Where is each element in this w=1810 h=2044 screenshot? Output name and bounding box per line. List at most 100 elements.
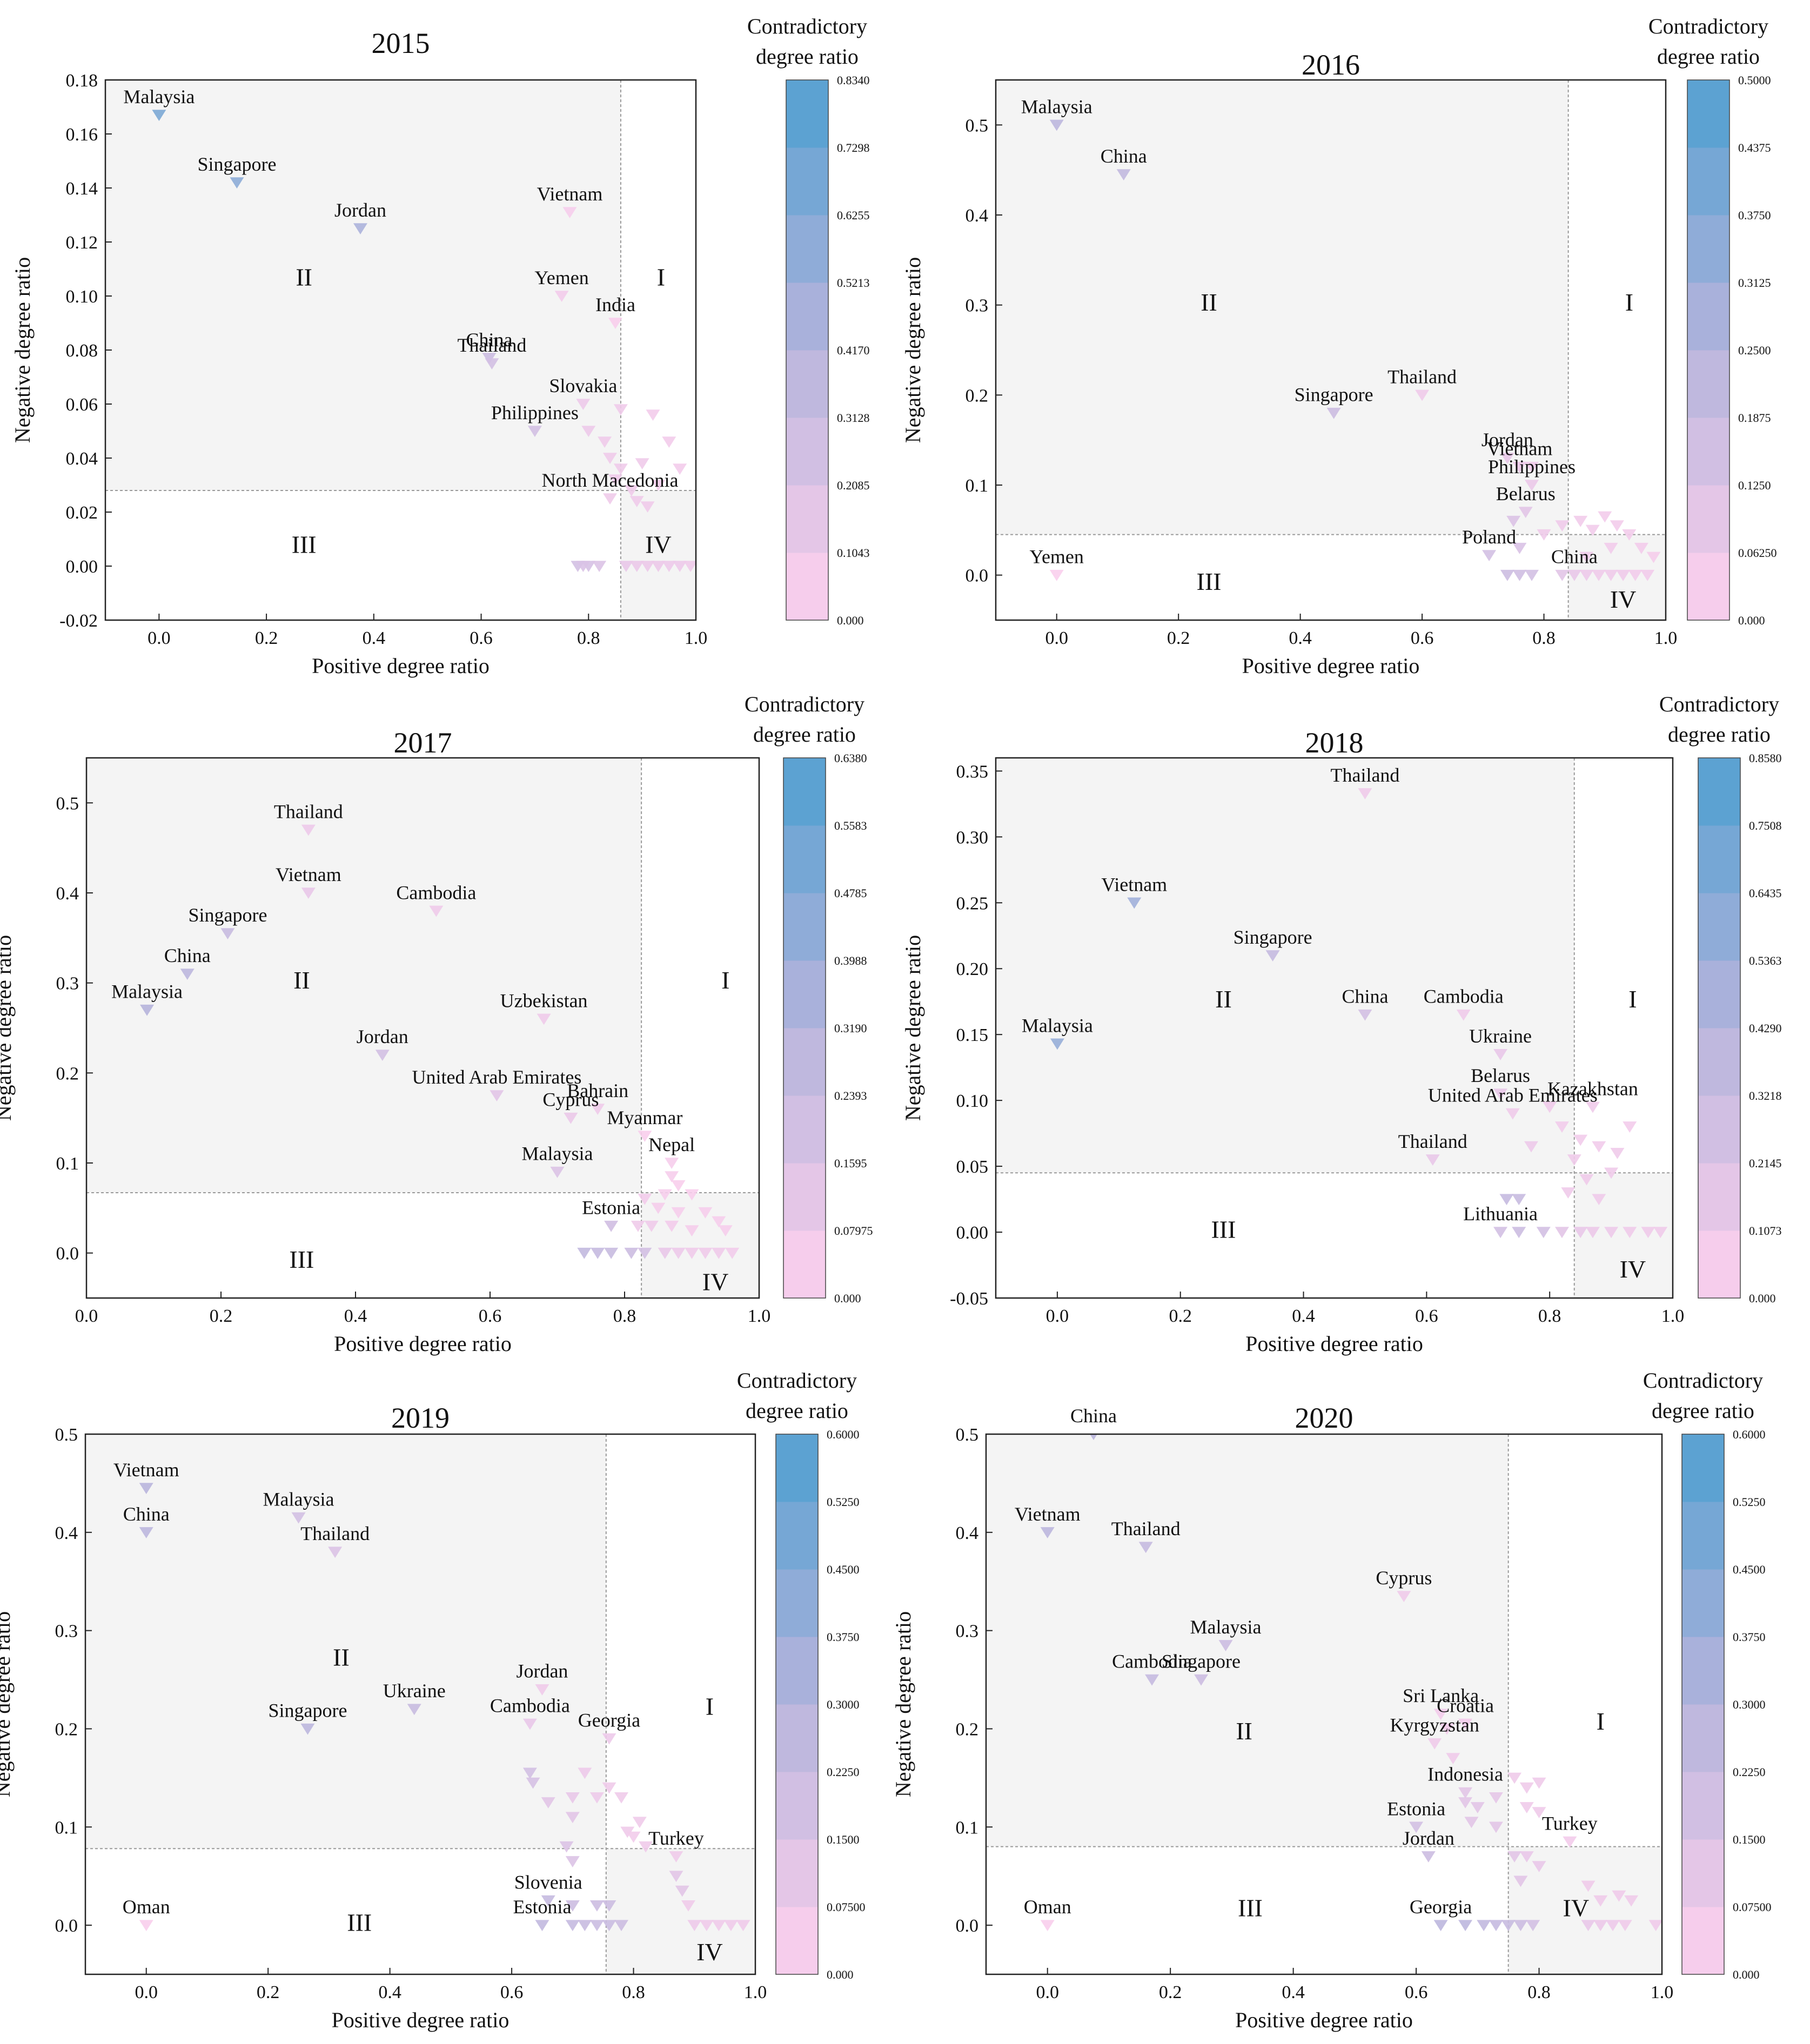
data-point-1 — [301, 887, 316, 899]
point-label: Thailand — [457, 334, 526, 356]
data-point-8 — [490, 1090, 504, 1102]
point-label: Slovenia — [514, 1872, 582, 1893]
data-point-6 — [1493, 1049, 1508, 1060]
colorbar-segment — [786, 283, 828, 351]
colorbar-segment — [783, 758, 826, 826]
data-point-8 — [602, 1733, 616, 1745]
data-point-19 — [1604, 1167, 1619, 1179]
data-point-29 — [1579, 569, 1594, 581]
data-point-22 — [1592, 1194, 1606, 1206]
data-point-23 — [1567, 1154, 1581, 1166]
colorbar-segment — [783, 1231, 826, 1299]
data-point-5 — [1050, 1038, 1064, 1050]
colorbar-tick-label: 0.8580 — [1749, 751, 1782, 765]
y-tick-label: 0.4 — [55, 1523, 78, 1543]
data-point-14 — [526, 1777, 540, 1789]
point-label: China — [123, 1503, 170, 1525]
data-point-21 — [640, 501, 655, 513]
data-point-30 — [681, 1900, 695, 1912]
y-tick-label: 0.04 — [66, 449, 98, 469]
data-point-3 — [1415, 389, 1430, 401]
y-tick-label: 0.0 — [56, 1244, 79, 1264]
colorbar-tick-label: 0.6255 — [837, 209, 870, 222]
point-label: Croatia — [1437, 1695, 1494, 1716]
quadrant-iv-shade — [620, 490, 696, 620]
data-point-31 — [604, 1247, 619, 1259]
chart-panel-2017: Thailand Vietnam Singapore Cambodia China Mal… — [0, 692, 873, 1356]
data-point-3 — [429, 905, 444, 917]
data-point-32 — [589, 1900, 604, 1912]
y-tick-label: 0.1 — [966, 476, 989, 496]
axes-frame — [985, 1433, 1663, 1975]
data-point-3 — [328, 1547, 343, 1558]
data-point-24 — [1499, 1194, 1514, 1206]
point-label: North Macedonia — [542, 469, 679, 491]
quadrant-label: II — [333, 1644, 350, 1671]
data-point-0 — [139, 1483, 153, 1495]
colorbar-title: degree ratio — [756, 44, 859, 69]
data-point-13 — [1512, 542, 1527, 554]
data-point-11 — [581, 426, 596, 438]
colorbar-tick-label: 0.3750 — [1738, 209, 1771, 222]
data-point-2 — [1138, 1542, 1153, 1554]
y-tick-label: 0.10 — [956, 1091, 989, 1111]
data-point-38 — [1489, 1920, 1503, 1932]
point-label: Estonia — [1387, 1798, 1445, 1819]
data-point-19 — [602, 1782, 616, 1794]
data-point-34 — [1653, 1227, 1668, 1239]
data-point-41 — [712, 1920, 726, 1932]
colorbar-segment — [1682, 1772, 1724, 1840]
data-point-42 — [723, 1920, 738, 1932]
data-point-0 — [1358, 788, 1372, 799]
colorbar-tick-label: 0.3988 — [834, 954, 867, 967]
y-tick-label: 0.30 — [956, 828, 989, 848]
colorbar-segment — [783, 1095, 826, 1164]
data-point-36 — [685, 1247, 699, 1259]
colorbar-tick-label: 0.3000 — [1733, 1698, 1766, 1711]
colorbar-segment — [786, 215, 828, 283]
data-point-23 — [1532, 1777, 1546, 1789]
colorbar-segment — [783, 960, 826, 1028]
x-tick-label: 0.6 — [479, 1306, 502, 1326]
colorbar: 0.000 0.07975 0.1595 0.2393 0.3190 0.3988 0.47… — [745, 692, 873, 1305]
chart-title: 2017 — [394, 727, 452, 759]
y-tick-label: 0.0 — [956, 1916, 979, 1936]
colorbar-tick-label: 0.4785 — [834, 886, 867, 900]
data-point-11 — [541, 1895, 555, 1907]
data-point-45 — [1618, 1920, 1632, 1932]
data-point-18 — [1458, 1797, 1473, 1808]
colorbar-tick-label: 0.5583 — [834, 819, 867, 832]
x-axis-label: Positive degree ratio — [332, 2008, 510, 2032]
data-point-8 — [1482, 550, 1497, 562]
point-label: Thailand — [1111, 1518, 1181, 1539]
data-point-13 — [522, 1767, 537, 1779]
data-point-31 — [1604, 1227, 1619, 1239]
point-label: Malaysia — [1021, 96, 1092, 117]
quadrant-label: IV — [1620, 1255, 1646, 1283]
colorbar-segment — [786, 418, 828, 486]
quadrant-ii-shade — [85, 1434, 606, 1849]
data-point-23 — [565, 1856, 580, 1867]
point-label: Vietnam — [276, 864, 341, 885]
x-tick-label: 0.2 — [1169, 1306, 1192, 1326]
y-tick-label: 0.18 — [66, 71, 98, 91]
data-point-27 — [592, 561, 607, 573]
data-point-9 — [1427, 1738, 1442, 1750]
colorbar-tick-label: 0.2085 — [837, 479, 870, 492]
data-point-22 — [1604, 542, 1618, 554]
data-point-11 — [1493, 1227, 1508, 1239]
x-axis-label: Positive degree ratio — [1242, 654, 1420, 678]
colorbar-tick-label: 0.07500 — [827, 1900, 866, 1914]
data-point-8 — [1458, 1718, 1473, 1730]
data-point-7 — [485, 358, 499, 370]
colorbar-tick-label: 0.7298 — [837, 141, 870, 154]
data-point-20 — [651, 1202, 666, 1214]
colorbar-tick-label: 0.3750 — [1733, 1630, 1766, 1644]
data-point-20 — [614, 1792, 628, 1804]
colorbar-title: degree ratio — [1668, 722, 1771, 747]
data-point-32 — [1581, 1880, 1596, 1892]
y-tick-label: 0.06 — [66, 395, 98, 415]
point-label: United Arab Emirates — [1428, 1085, 1598, 1106]
data-point-12 — [665, 1158, 679, 1169]
points — [139, 1483, 750, 1932]
